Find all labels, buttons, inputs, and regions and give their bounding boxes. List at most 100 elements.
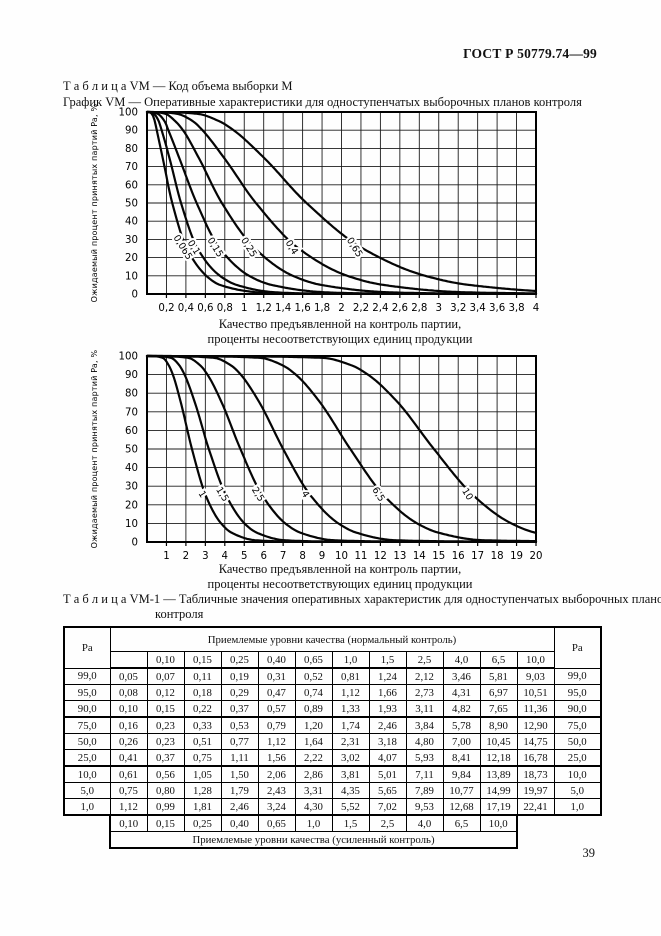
data-cell: 1,74	[331, 716, 370, 734]
y-tick-label: 30	[125, 235, 138, 246]
data-cell: 1,12	[331, 684, 370, 701]
chart-caption-1: Качество предъявленной на контроль парти…	[140, 317, 540, 347]
data-cell: 3,84	[405, 716, 444, 734]
pa-value-left: 90,0	[63, 700, 111, 718]
aql-tightened-cell: 6,5	[442, 814, 481, 832]
data-cell: 19,97	[516, 782, 555, 799]
data-cell: 2,86	[294, 765, 333, 783]
tightened-caption-row: Приемлемые уровни качества (усиленный ко…	[64, 831, 601, 849]
chart-caption-2-line1: Качество предъявленной на контроль парти…	[218, 562, 462, 576]
table-row: 99,0 0,05 0,07 0,11 0,19 0,31 0,52 0,81 1,24 2,12…	[63, 667, 602, 685]
data-cell: 2,31	[331, 733, 370, 750]
data-cell: 16,78	[516, 749, 555, 767]
curve-label: 4	[299, 489, 312, 500]
data-cell: 0,61	[109, 765, 148, 783]
data-cell: 0,19	[220, 667, 259, 685]
data-cell: 1,81	[183, 798, 222, 816]
data-cell: 1,64	[294, 733, 333, 750]
pa-header-left: Pa	[63, 626, 111, 669]
data-cell: 7,11	[405, 765, 444, 783]
data-cell: 0,29	[220, 684, 259, 701]
x-tick-label: 0,4	[178, 303, 194, 314]
document-code: ГОСТ Р 50779.74—99	[463, 46, 597, 61]
x-tick-label: 3	[436, 303, 442, 314]
data-cell: 0,74	[294, 684, 333, 701]
table-row: 25,0 0,41 0,37 0,75 1,11 1,56 2,22 3,02 4,07 5,93…	[63, 749, 602, 767]
oc-curve	[145, 110, 538, 295]
table-row: 50,0 0,26 0,23 0,51 0,77 1,12 1,64 2,31 3,18 4,80…	[63, 733, 602, 750]
data-cell: 4,35	[331, 782, 370, 799]
oc-curve	[145, 110, 538, 295]
data-cell: 4,07	[368, 749, 407, 767]
data-cell: 1,93	[368, 700, 407, 718]
table-row: 75,0 0,16 0,23 0,33 0,53 0,79 1,20 1,74 2,46 3,84…	[63, 716, 602, 734]
tightened-control-header: Приемлемые уровни качества (усиленный ко…	[109, 831, 518, 849]
data-cell: 0,37	[220, 700, 259, 718]
pa-value-right: 90,0	[553, 700, 602, 718]
data-cell: 0,52	[294, 667, 333, 685]
x-tick-label: 0,2	[158, 303, 174, 314]
data-cell: 5,52	[331, 798, 370, 816]
data-cell: 4,80	[405, 733, 444, 750]
x-tick-label: 15	[432, 551, 445, 562]
data-cell: 0,18	[183, 684, 222, 701]
data-cell: 4,31	[442, 684, 481, 701]
curve-label: 0,4	[283, 238, 300, 257]
x-tick-label: 2	[338, 303, 344, 314]
normal-control-header: Приемлемые уровни качества (нормальный к…	[109, 626, 555, 652]
ghost-cell	[517, 815, 554, 832]
ghost-cell	[64, 832, 110, 849]
y-tick-label: 80	[125, 144, 138, 155]
aql-tightened-cell: 1,0	[294, 814, 333, 832]
x-tick-label: 19	[510, 551, 523, 562]
oc-curve	[145, 354, 538, 534]
data-cell: 7,02	[368, 798, 407, 816]
aql-tightened-cell: 4,0	[405, 814, 444, 832]
y-axis-label: Ожидаемый процент принятых партий Pa, %	[90, 349, 99, 548]
data-cell: 3,24	[257, 798, 296, 816]
aql-normal-cell: 1,0	[331, 651, 370, 669]
chart-caption-1-line1: Качество предъявленной на контроль парти…	[218, 317, 462, 331]
pa-value-right: 50,0	[553, 733, 602, 750]
y-tick-label: 100	[119, 352, 138, 363]
data-cell: 1,56	[257, 749, 296, 767]
data-cell: 1,12	[257, 733, 296, 750]
data-cell: 13,89	[479, 765, 518, 783]
data-cell: 0,56	[146, 765, 185, 783]
y-tick-label: 70	[125, 407, 138, 418]
x-tick-label: 1	[163, 551, 169, 562]
tightened-aql-row: 0,10 0,15 0,25 0,40 0,65 1,0 1,5 2,5 4,0 6,5 10,0	[64, 814, 601, 832]
aql-tightened-cell: 0,15	[146, 814, 185, 832]
y-tick-label: 40	[125, 217, 138, 228]
aql-tightened-cell: 0,40	[220, 814, 259, 832]
data-cell: 9,53	[405, 798, 444, 816]
aql-tightened-cell: 2,5	[368, 814, 407, 832]
pa-value-right: 25,0	[553, 749, 602, 767]
chart-caption-2: Качество предъявленной на контроль парти…	[140, 562, 540, 592]
data-cell: 0,53	[220, 716, 259, 734]
y-tick-label: 50	[125, 199, 138, 210]
pa-value-left: 10,0	[63, 765, 111, 783]
data-cell: 0,99	[146, 798, 185, 816]
x-tick-label: 3,2	[450, 303, 466, 314]
data-cell: 0,05	[109, 667, 148, 685]
data-cell: 0,12	[146, 684, 185, 701]
x-tick-label: 7	[280, 551, 286, 562]
data-cell: 0,15	[146, 700, 185, 718]
data-cell: 9,84	[442, 765, 481, 783]
aql-normal-cell: 0,65	[294, 651, 333, 669]
aql-normal-cell	[109, 651, 148, 669]
data-cell: 0,80	[146, 782, 185, 799]
aql-tightened-cell: 0,25	[183, 814, 222, 832]
data-cell: 2,46	[220, 798, 259, 816]
table-header-row: Pa Приемлемые уровни качества (нормальный…	[63, 626, 602, 669]
y-tick-label: 80	[125, 389, 138, 400]
table-row: 10,0 0,61 0,56 1,05 1,50 2,06 2,86 3,81 5,01 7,11…	[63, 765, 602, 783]
x-tick-label: 1,6	[294, 303, 310, 314]
pa-value-left: 95,0	[63, 684, 111, 701]
aql-normal-cell: 6,5	[479, 651, 518, 669]
chart-caption-1-line2: проценты несоответствующих единиц продук…	[207, 332, 473, 346]
table-title: Т а б л и ц а VM-1 — Табличные значения …	[63, 592, 661, 621]
pa-value-right: 10,0	[553, 765, 602, 783]
